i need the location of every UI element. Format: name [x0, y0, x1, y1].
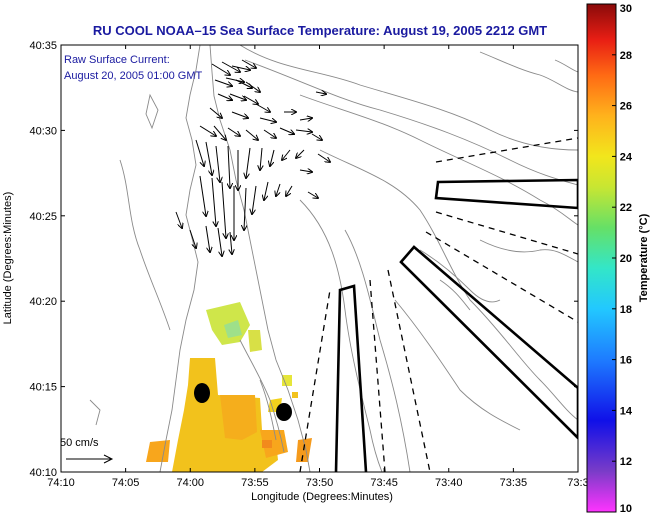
current-label-line1: Raw Surface Current:: [64, 54, 170, 66]
y-axis: 40:35 40:30 40:25 40:20 40:15 40:10: [29, 40, 578, 479]
current-vectors: [175, 59, 330, 256]
y-tick-label: 40:10: [29, 467, 57, 479]
current-label-line2: August 20, 2005 01:00 GMT: [64, 70, 202, 82]
map-title: RU COOL NOAA–15 Sea Surface Temperature:…: [93, 23, 547, 38]
x-tick-label: 74:00: [176, 477, 204, 489]
colorbar-tick-label: 14: [620, 405, 633, 417]
y-tick-label: 40:15: [29, 382, 57, 394]
x-tick-label: 73:40: [435, 477, 463, 489]
station-marker: [276, 403, 292, 421]
x-tick-label: 74:10: [47, 477, 75, 489]
scale-label: 50 cm/s: [60, 437, 99, 449]
x-tick-label: 73:45: [370, 477, 398, 489]
colorbar-label: Temperature (°C): [638, 213, 650, 302]
colorbar-tick-label: 12: [620, 456, 632, 468]
colorbar: [586, 3, 617, 513]
station-marker: [194, 383, 210, 403]
x-axis: 74:10 74:05 74:00 73:55 73:50 73:45 73:40 73:35…: [47, 45, 589, 489]
colorbar-tick-label: 24: [620, 151, 633, 163]
plot-frame: [60, 44, 579, 473]
scale-arrowhead: [103, 454, 114, 464]
colorbar-tick-label: 20: [620, 253, 632, 265]
x-axis-label: Longitude (Degrees:Minutes): [251, 491, 393, 503]
colorbar-tick-label: 10: [620, 503, 632, 515]
plot-area: [89, 45, 578, 472]
coastline-contours: [89, 45, 578, 472]
x-tick-label: 73:50: [306, 477, 334, 489]
radar-coverage-solid: [334, 178, 578, 472]
y-axis-label: Latitude (Degrees:Minutes): [2, 192, 14, 325]
y-tick-label: 40:35: [29, 40, 57, 52]
colorbar-tick-label: 26: [620, 101, 632, 113]
colorbar-tick-label: 22: [620, 202, 632, 214]
colorbar-tick-label: 28: [620, 50, 632, 62]
colorbar-tick-label: 16: [620, 355, 632, 367]
x-tick-label: 73:35: [500, 477, 528, 489]
y-tick-label: 40:25: [29, 211, 57, 223]
colorbar-tick-label: 18: [620, 304, 632, 316]
x-tick-label: 73:3: [567, 477, 588, 489]
colorbar-ticks: 30 28 26 24 22 20 18 16 14 12 10: [612, 3, 633, 515]
y-tick-label: 40:20: [29, 296, 57, 308]
colorbar-tick-label: 30: [620, 3, 632, 15]
radar-coverage-dashed: [299, 137, 578, 472]
x-tick-label: 74:05: [112, 477, 140, 489]
x-tick-label: 73:55: [241, 477, 269, 489]
y-tick-label: 40:30: [29, 125, 57, 137]
